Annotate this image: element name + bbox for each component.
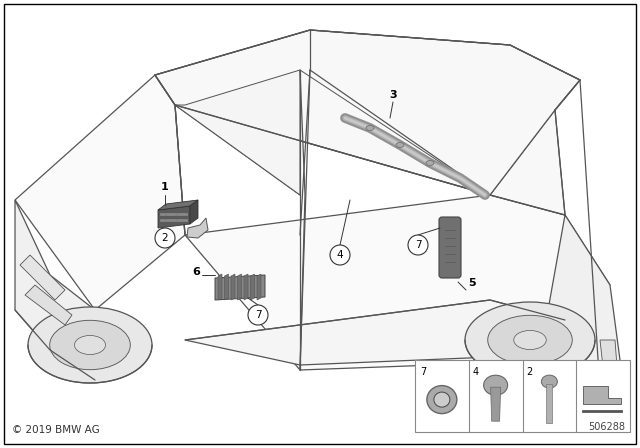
Polygon shape — [583, 386, 621, 404]
Polygon shape — [185, 195, 610, 370]
Polygon shape — [15, 75, 185, 310]
Text: 3: 3 — [389, 90, 397, 100]
Text: 7: 7 — [420, 367, 426, 377]
Text: 2: 2 — [162, 233, 168, 243]
Polygon shape — [190, 200, 198, 224]
Polygon shape — [250, 274, 255, 300]
Polygon shape — [540, 215, 620, 390]
Text: © 2019 BMW AG: © 2019 BMW AG — [12, 425, 100, 435]
Polygon shape — [155, 30, 580, 195]
Polygon shape — [20, 255, 65, 300]
Ellipse shape — [465, 302, 595, 378]
Ellipse shape — [484, 375, 508, 395]
Polygon shape — [491, 387, 500, 421]
Polygon shape — [155, 75, 300, 195]
Polygon shape — [158, 200, 198, 210]
Ellipse shape — [366, 125, 374, 130]
Ellipse shape — [50, 320, 131, 370]
Polygon shape — [257, 274, 261, 300]
Bar — [415, 360, 630, 432]
Ellipse shape — [514, 331, 547, 349]
Text: 7: 7 — [255, 310, 261, 320]
Polygon shape — [237, 274, 241, 300]
Circle shape — [408, 235, 428, 255]
Text: 7: 7 — [415, 240, 421, 250]
Ellipse shape — [488, 315, 572, 365]
Ellipse shape — [74, 336, 106, 354]
Polygon shape — [158, 206, 190, 228]
Circle shape — [330, 245, 350, 265]
Text: 6: 6 — [192, 267, 200, 277]
Text: 1: 1 — [161, 182, 169, 192]
Ellipse shape — [426, 160, 434, 165]
Text: 5: 5 — [468, 278, 476, 288]
Text: 4: 4 — [473, 367, 479, 377]
Ellipse shape — [434, 392, 450, 407]
Polygon shape — [218, 274, 222, 300]
Ellipse shape — [541, 375, 557, 388]
Ellipse shape — [28, 307, 152, 383]
Polygon shape — [187, 218, 208, 238]
Text: 2: 2 — [527, 367, 532, 377]
Polygon shape — [225, 274, 228, 300]
Polygon shape — [215, 275, 265, 300]
Polygon shape — [490, 110, 565, 215]
Text: 4: 4 — [337, 250, 343, 260]
FancyBboxPatch shape — [439, 217, 461, 278]
Circle shape — [155, 228, 175, 248]
Circle shape — [248, 305, 268, 325]
Ellipse shape — [396, 142, 404, 147]
Text: 506288: 506288 — [588, 422, 625, 432]
Polygon shape — [600, 340, 618, 385]
Polygon shape — [25, 285, 72, 325]
Polygon shape — [15, 200, 95, 350]
Ellipse shape — [427, 386, 457, 414]
Polygon shape — [300, 70, 490, 195]
Polygon shape — [185, 300, 565, 365]
Polygon shape — [231, 274, 235, 300]
Polygon shape — [244, 274, 248, 300]
Polygon shape — [547, 383, 552, 423]
Polygon shape — [175, 70, 300, 195]
